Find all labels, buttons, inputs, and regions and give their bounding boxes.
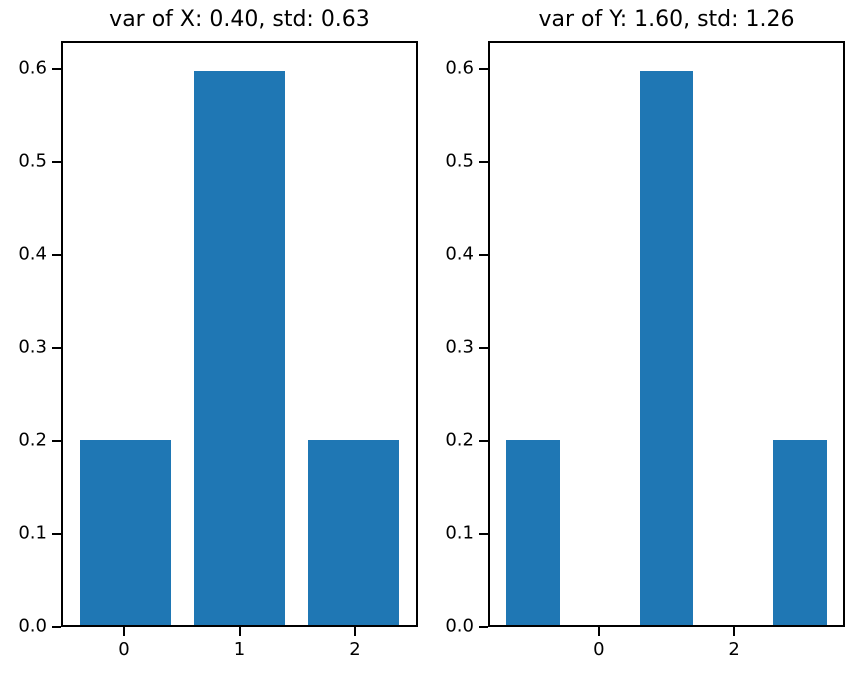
y-tick-mark (52, 626, 61, 628)
y-tick-mark (52, 532, 61, 535)
plot-area (61, 41, 418, 627)
y-tick-mark (52, 439, 61, 442)
x-tick-label: 2 (349, 639, 361, 660)
subplot-var-of-y: var of Y: 1.60, std: 1.26 0 2 0.0 0.1 0.2 0.3… (445, 7, 845, 660)
y-tick-label: 0.3 (18, 336, 47, 358)
x-tick-mark (354, 627, 357, 636)
y-tick-mark (479, 626, 488, 628)
y-tick-label: 0.1 (18, 522, 47, 544)
y-tick-label: 0.0 (445, 615, 474, 637)
y-tick-label: 0.0 (18, 615, 47, 637)
subplot-var-of-x: var of X: 0.40, std: 0.63 0 1 2 0.0 0.1 0.2 0.… (18, 7, 418, 660)
bar (79, 440, 171, 625)
bar (639, 70, 694, 625)
bar (773, 440, 827, 625)
bar (506, 440, 560, 625)
y-tick-label: 0.4 (445, 243, 474, 265)
bar (308, 440, 400, 625)
y-tick-mark (52, 67, 61, 70)
x-tick-label: 2 (728, 639, 740, 660)
y-tick-mark (479, 532, 488, 535)
y-tick-mark (52, 160, 61, 163)
y-tick-label: 0.5 (445, 150, 474, 172)
y-tick-label: 0.4 (18, 243, 47, 265)
x-tick-mark (733, 627, 736, 636)
bar (193, 70, 286, 625)
subplot-title: var of Y: 1.60, std: 1.26 (538, 6, 795, 32)
x-tick-label: 1 (233, 639, 246, 660)
y-tick-label: 0.2 (445, 429, 474, 451)
y-tick-label: 0.2 (18, 429, 47, 451)
y-tick-mark (479, 439, 488, 442)
y-tick-mark (479, 160, 488, 163)
y-tick-mark (479, 253, 488, 256)
x-tick-mark (597, 627, 600, 636)
x-tick-label: 0 (118, 639, 130, 660)
y-tick-mark (52, 346, 61, 349)
y-tick-mark (52, 253, 61, 256)
y-tick-mark (479, 67, 488, 70)
y-tick-label: 0.1 (445, 522, 474, 544)
y-tick-mark (479, 346, 488, 349)
y-tick-label: 0.6 (18, 57, 47, 79)
y-tick-label: 0.3 (445, 336, 474, 358)
y-tick-label: 0.6 (445, 57, 474, 79)
plot-area (488, 41, 845, 627)
x-tick-mark (238, 627, 241, 636)
x-tick-mark (122, 627, 125, 636)
y-tick-label: 0.5 (18, 150, 47, 172)
x-tick-label: 0 (593, 639, 605, 660)
subplot-title: var of X: 0.40, std: 0.63 (109, 6, 370, 32)
